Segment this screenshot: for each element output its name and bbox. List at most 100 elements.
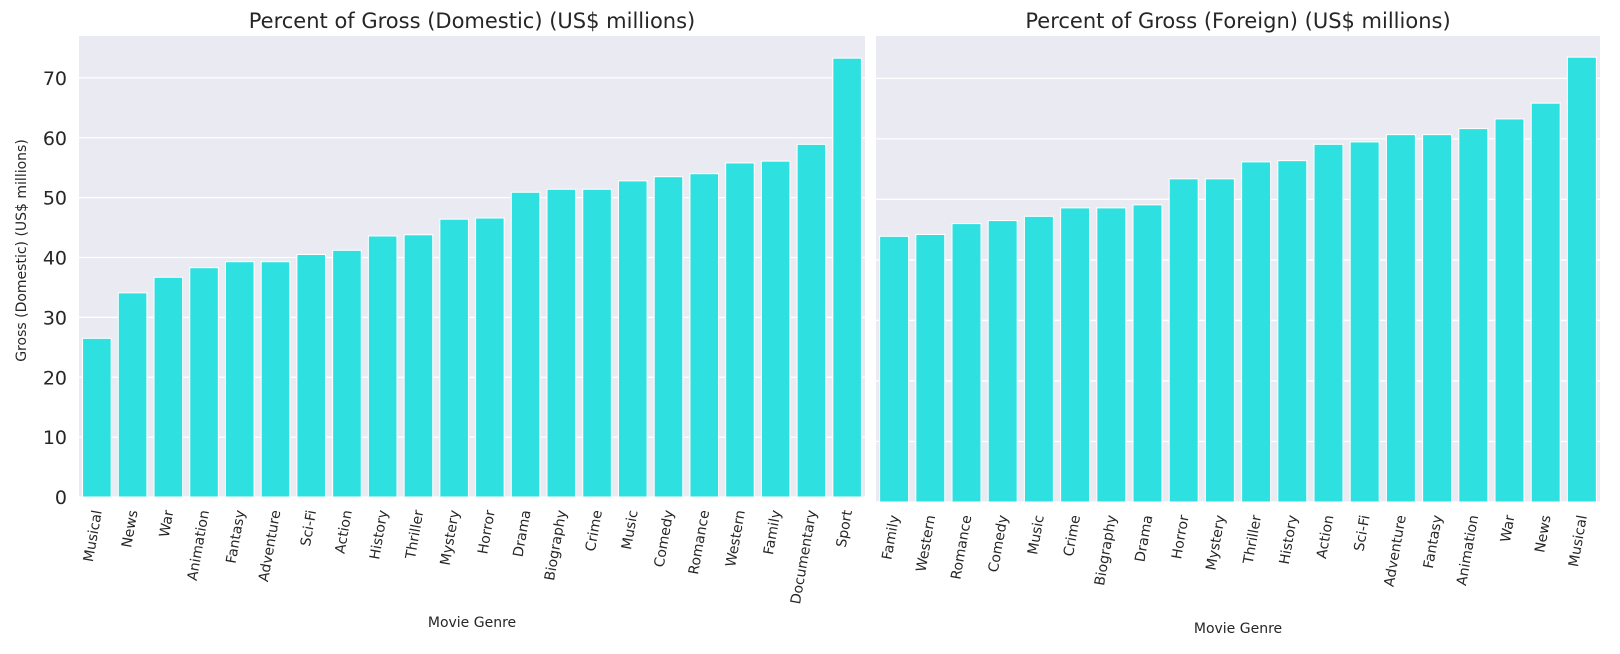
domestic-panel: 0 10 20 30 40 50 60 70 Musical News War Animation Fa… [14, 9, 865, 631]
bar-drama [1132, 204, 1163, 503]
bar-fantasy [1422, 134, 1453, 503]
y-tick-label: 20 [43, 367, 67, 389]
x-tick-label: History [1277, 514, 1301, 566]
x-tick-label: Music [619, 509, 642, 551]
chart-title: Percent of Gross (Foreign) (US$ millions… [1025, 9, 1450, 33]
x-axis-label: Movie Genre [428, 615, 516, 631]
x-tick-label: Animation [1454, 514, 1482, 587]
x-tick-label: News [119, 509, 141, 549]
bar-thriller [1241, 161, 1272, 503]
bar-sport [832, 57, 862, 498]
x-tick-label: Documentary [788, 509, 820, 605]
x-tick-label: Fantasy [1421, 514, 1446, 570]
bar-western [725, 162, 755, 498]
y-tick-label: 50 [43, 188, 67, 210]
y-tick-label: 70 [43, 68, 67, 90]
x-tick-label: Biography [1092, 514, 1120, 587]
x-tick-label: Mystery [1203, 514, 1228, 572]
y-axis-label: Gross (Domestic) (US$ millions) [14, 139, 30, 362]
x-tick-label: War [1498, 514, 1519, 544]
x-axis-label: Movie Genre [1194, 621, 1282, 637]
x-tick-label: Family [761, 509, 785, 556]
bar-mystery [439, 218, 469, 498]
x-tick-label: Crime [583, 509, 606, 553]
x-tick-label: Musical [1566, 514, 1591, 568]
bar-musical [1566, 56, 1597, 503]
y-tick-label: 40 [43, 248, 67, 270]
chart-title: Percent of Gross (Domestic) (US$ million… [249, 9, 696, 33]
x-tick-label: Crime [1061, 514, 1084, 558]
bar-biography [1096, 207, 1127, 503]
bar-crime [582, 188, 612, 498]
bar-adventure [1385, 134, 1416, 503]
x-tick-label: Adventure [1382, 514, 1410, 588]
x-tick-label: Sport [834, 508, 856, 548]
x-tick-label: Action [1314, 514, 1337, 560]
y-tick-label: 30 [43, 307, 67, 329]
bar-documentary [796, 143, 827, 498]
foreign-panel: Family Western Romance Comedy Music Crime Biog… [876, 9, 1600, 637]
bar-comedy [987, 220, 1018, 503]
bar-history [1277, 160, 1308, 503]
bar-mystery [1204, 178, 1235, 503]
bar-thriller [403, 234, 434, 498]
bar-horror [1168, 178, 1199, 503]
bar-music [1023, 215, 1054, 503]
x-tick-label: Mystery [438, 509, 463, 567]
bar-romance [689, 173, 720, 498]
bar-family [879, 235, 910, 503]
bar-romance [951, 223, 982, 503]
x-tick-label: Comedy [652, 509, 678, 569]
plot-area [876, 36, 1600, 502]
x-tick-label: Drama [1132, 514, 1156, 563]
bar-comedy [653, 176, 684, 498]
bar-news [117, 292, 148, 498]
bar-action [332, 249, 362, 498]
bar-war [1494, 118, 1525, 503]
x-tick-label: Thriller [1241, 514, 1266, 566]
x-tick-label: News [1532, 514, 1554, 554]
x-tick-label: Western [723, 509, 749, 568]
x-tick-label: War [157, 509, 178, 539]
x-tick-label: Horror [475, 509, 499, 556]
bar-history [367, 235, 398, 498]
bar-news [1530, 102, 1561, 503]
x-tick-label: Family [879, 514, 903, 561]
bar-family [760, 160, 791, 498]
x-tick-label: Fantasy [224, 509, 249, 565]
x-tick-label: Biography [542, 509, 570, 582]
bar-adventure [260, 261, 291, 498]
x-tick-label: Action [333, 509, 356, 555]
bar-musical [82, 337, 112, 498]
bar-horror [475, 217, 505, 498]
bar-western [915, 234, 946, 503]
bar-drama [510, 191, 541, 498]
x-tick-label: Horror [1169, 514, 1193, 561]
bar-sci-fi [1349, 141, 1380, 503]
bar-fantasy [224, 261, 255, 498]
bar-war [153, 276, 184, 498]
x-tick-label: Romance [686, 509, 713, 576]
bar-crime [1060, 207, 1091, 503]
bar-animation [1458, 128, 1489, 503]
x-tick-label: Music [1025, 514, 1048, 556]
x-tick-label: History [367, 509, 391, 561]
x-tick-label: Drama [511, 509, 535, 558]
bar-sci-fi [296, 254, 327, 498]
x-tick-label: Romance [948, 514, 975, 581]
bar-animation [189, 267, 219, 498]
bar-music [617, 180, 648, 498]
x-tick-label: Western [914, 514, 940, 573]
x-tick-label: Adventure [256, 509, 284, 583]
y-tick-label: 10 [43, 427, 67, 449]
x-tick-label: Musical [81, 509, 106, 563]
bar-action [1313, 143, 1344, 503]
x-tick-label: Sci-Fi [298, 509, 320, 548]
bar-biography [546, 188, 577, 498]
x-tick-label: Sci-Fi [1352, 514, 1374, 553]
x-tick-label: Thriller [403, 509, 428, 561]
x-tick-label: Animation [185, 509, 213, 582]
y-tick-label: 60 [43, 128, 67, 150]
y-tick-label: 0 [55, 487, 67, 509]
